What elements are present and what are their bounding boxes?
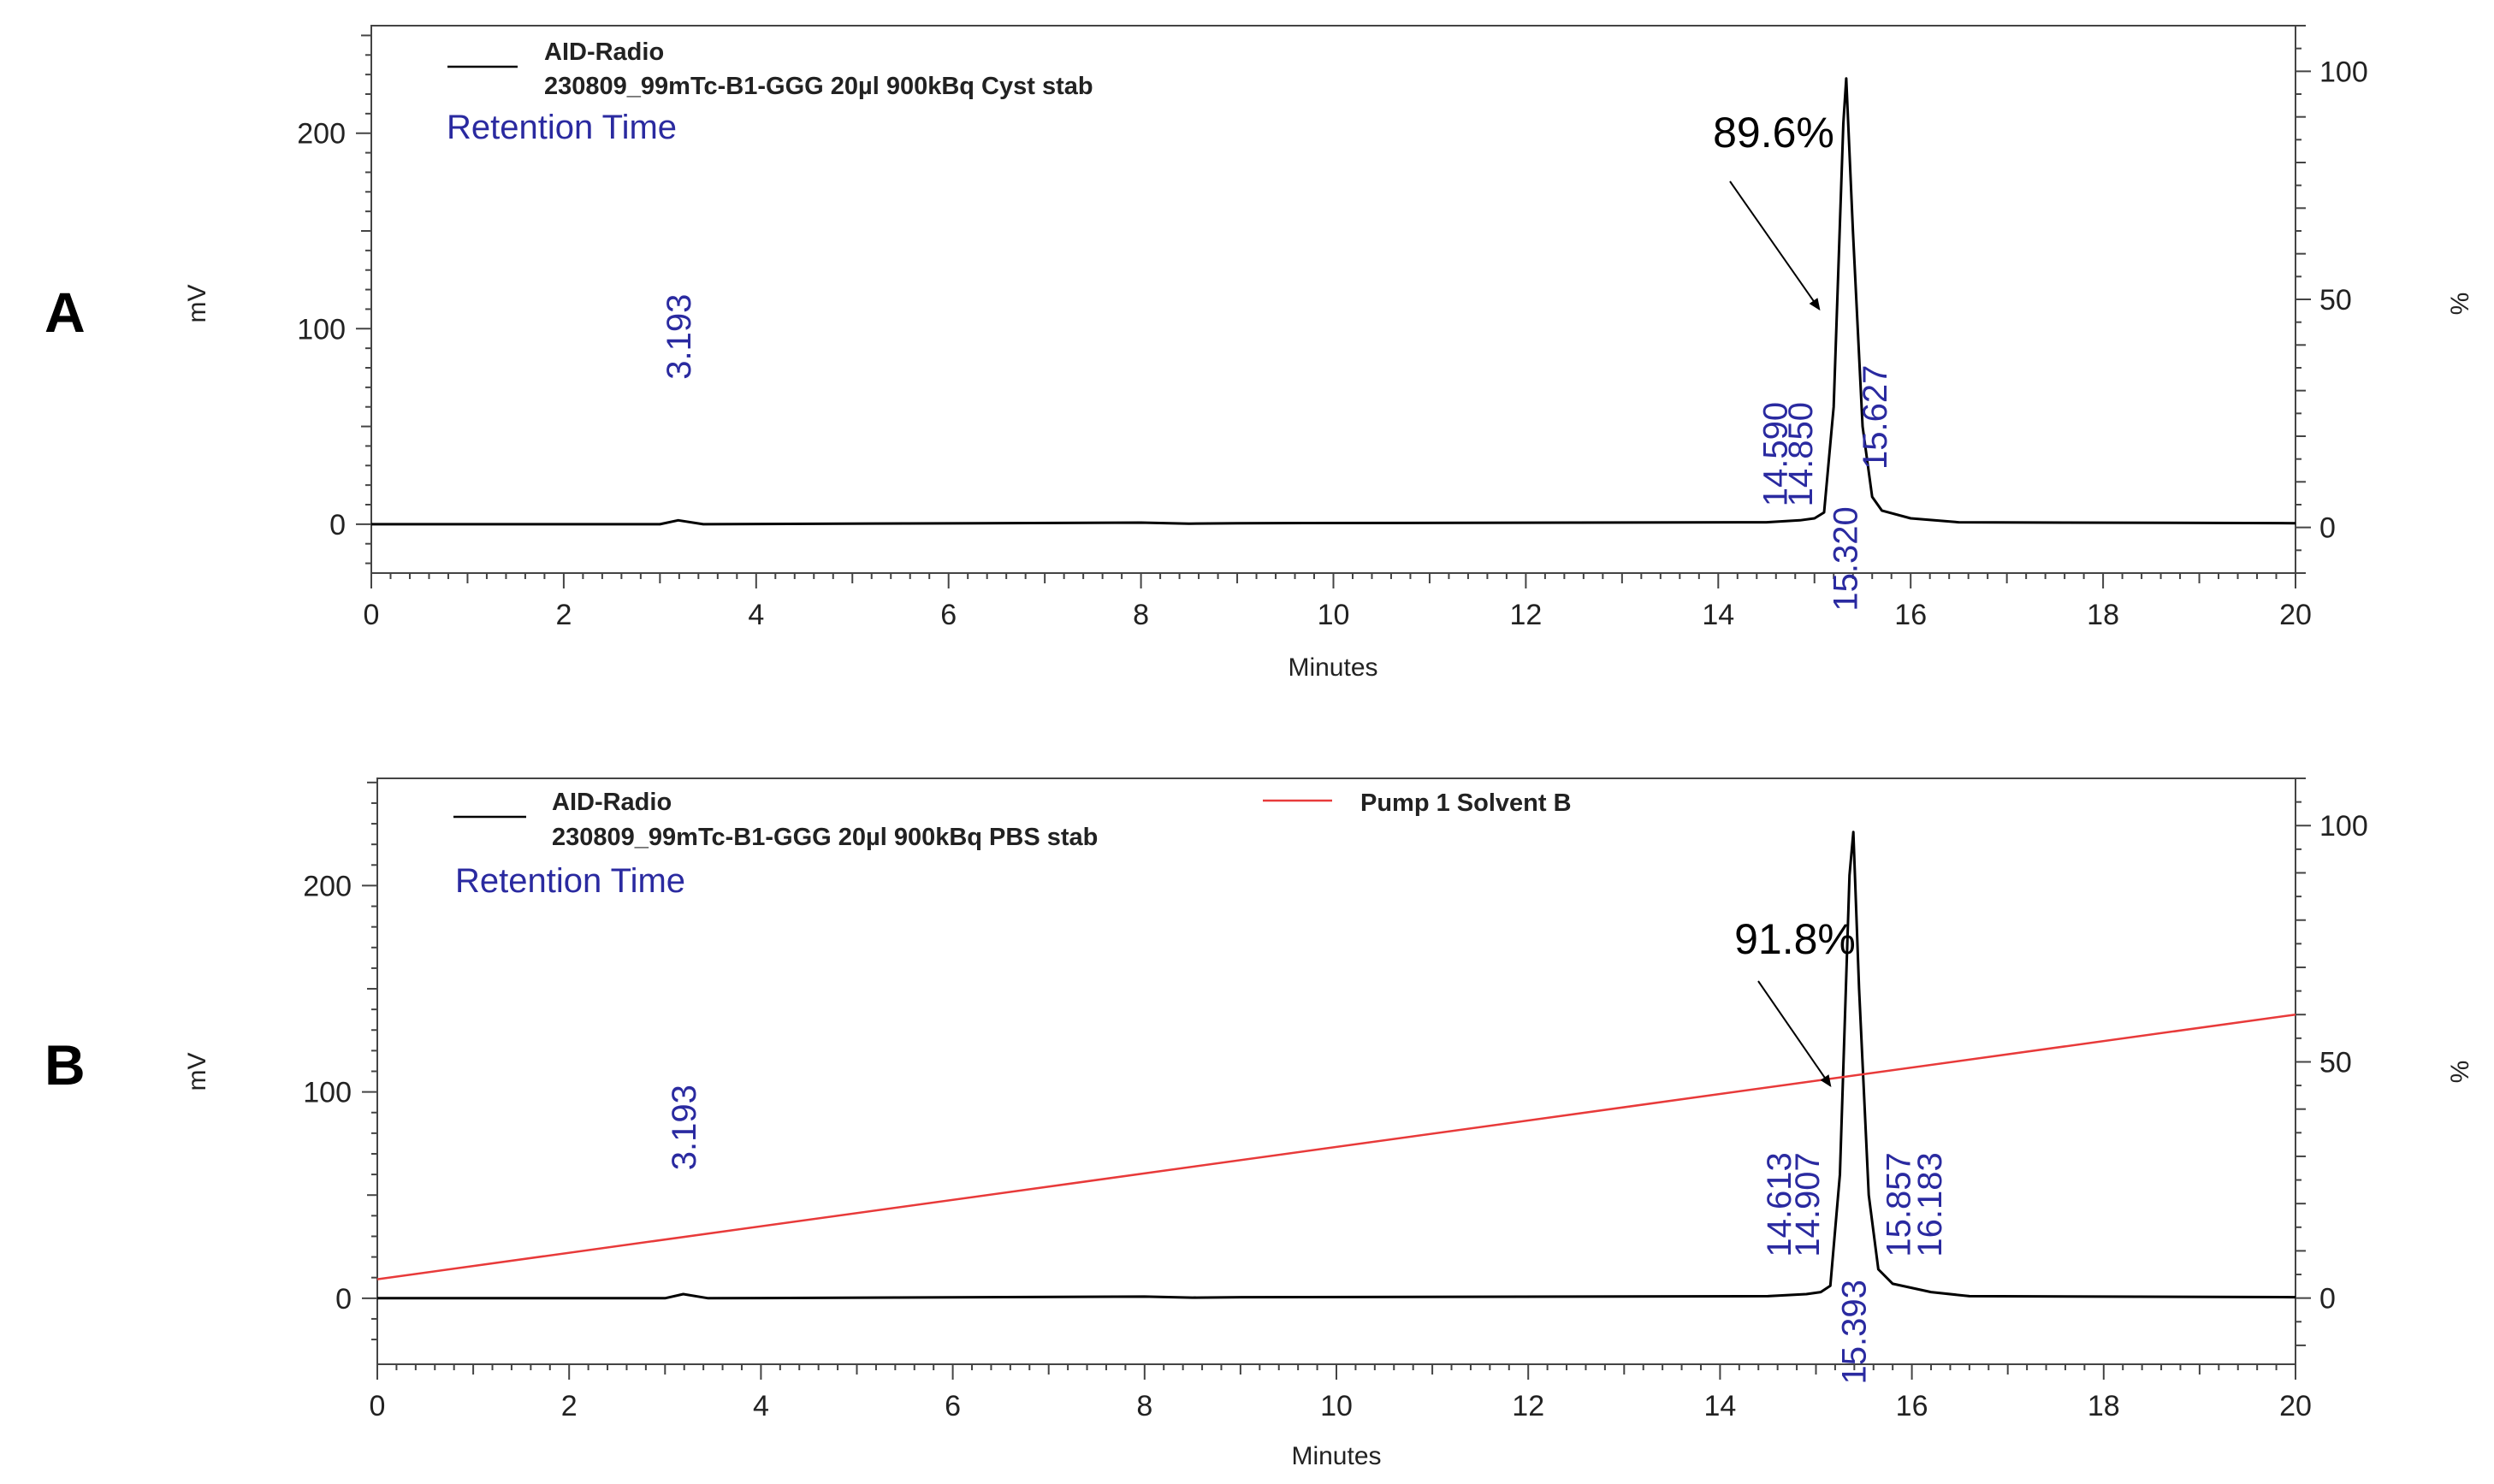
- peak-retention-label: 14.613: [1761, 1152, 1798, 1256]
- x-tick-label: 20: [2279, 1390, 2312, 1422]
- x-tick-label: 0: [370, 1390, 386, 1422]
- purity-annotation: 89.6%: [1713, 109, 1834, 157]
- peak-retention-label: 14.907: [1789, 1152, 1827, 1256]
- y-right-tick-label: 50: [2319, 284, 2352, 316]
- x-axis-label: Minutes: [1288, 653, 1377, 682]
- x-tick-label: 2: [561, 1390, 578, 1422]
- peak-retention-label: 3.193: [666, 1085, 703, 1170]
- chart-panel-b: B 0 2 4 6 8 10 12 14 16 18 20 Minutes 0 100 200 mV 0 50 100…: [44, 777, 2474, 1470]
- legend: AID-Radio 230809_99mTc-B1-GGG 20µl 900kBq…: [447, 38, 1093, 100]
- peak-retention-label: 15.857: [1881, 1152, 1918, 1256]
- y-right-tick-label: 0: [2319, 1283, 2336, 1315]
- x-tick-label: 10: [1320, 1390, 1353, 1422]
- legend-series-name: AID-Radio: [552, 789, 672, 816]
- x-tick-label: 18: [2087, 599, 2119, 631]
- peak-retention-label: 15.320: [1828, 506, 1865, 611]
- y-left-axis-label: mV: [183, 1053, 211, 1091]
- y-right-tick-label: 100: [2319, 810, 2368, 843]
- x-tick-label: 12: [1512, 1390, 1544, 1422]
- peak-retention-label: 14.850: [1782, 402, 1820, 506]
- y-axis-left: 0 100 200: [297, 34, 371, 565]
- peak-retention-label: 14.590: [1757, 402, 1795, 506]
- y-left-tick-label: 100: [303, 1077, 352, 1109]
- retention-time-label: Retention Time: [447, 109, 677, 146]
- x-tick-label: 14: [1703, 1390, 1736, 1422]
- y-left-axis-label: mV: [183, 285, 211, 323]
- x-tick-label: 2: [555, 599, 572, 631]
- x-axis: 0 2 4 6 8 10 12 14 16 18 20: [370, 1364, 2312, 1422]
- legend: AID-Radio 230809_99mTc-B1-GGG 20µl 900kBq…: [453, 789, 1572, 851]
- legend-series-detail: 230809_99mTc-B1-GGG 20µl 900kBq Cyst sta…: [544, 73, 1093, 100]
- x-axis-label: Minutes: [1291, 1442, 1381, 1470]
- x-tick-label: 16: [1896, 1390, 1928, 1422]
- panel-label: A: [44, 281, 86, 344]
- legend-series-detail: 230809_99mTc-B1-GGG 20µl 900kBq PBS stab: [552, 824, 1098, 851]
- y-right-tick-label: 50: [2319, 1046, 2352, 1079]
- retention-time-label: Retention Time: [455, 862, 685, 900]
- x-tick-label: 16: [1894, 599, 1927, 631]
- x-tick-label: 8: [1136, 1390, 1152, 1422]
- series-line-aid-radio: [377, 831, 2296, 1300]
- x-tick-label: 4: [748, 599, 764, 631]
- y-left-tick-label: 0: [329, 509, 346, 541]
- peak-retention-label: 16.183: [1911, 1152, 1949, 1256]
- y-right-axis-label: %: [2446, 1061, 2474, 1084]
- x-tick-label: 10: [1318, 599, 1350, 631]
- x-tick-label: 6: [940, 599, 957, 631]
- annotation-arrow: [1729, 180, 1821, 311]
- y-left-tick-label: 100: [297, 313, 346, 346]
- chart-panel-a: A 0 2 4 6 8 10 12 14 16 18 20 Minutes 0 100 200 mV 0 50 100…: [44, 25, 2474, 682]
- y-right-axis-label: %: [2446, 293, 2474, 316]
- y-axis-right: 0 50 100: [2296, 777, 2368, 1346]
- y-left-tick-label: 0: [335, 1283, 352, 1315]
- y-left-tick-label: 200: [297, 118, 346, 151]
- legend-series-name: Pump 1 Solvent B: [1360, 789, 1572, 817]
- x-tick-label: 14: [1702, 599, 1734, 631]
- x-tick-label: 12: [1509, 599, 1542, 631]
- annotation-arrow: [1757, 980, 1832, 1088]
- series-line-pump-1-solvent-b: [376, 1013, 2296, 1280]
- x-tick-label: 20: [2279, 599, 2312, 631]
- y-axis-right: 0 50 100: [2296, 25, 2368, 574]
- peak-retention-label: 15.393: [1836, 1280, 1874, 1384]
- series-line-aid-radio: [371, 77, 2296, 526]
- x-tick-label: 8: [1133, 599, 1149, 631]
- y-axis-left: 0 100 200: [303, 781, 377, 1341]
- peak-retention-label: 3.193: [661, 294, 698, 380]
- legend-series-name: AID-Radio: [544, 38, 664, 66]
- y-right-tick-label: 100: [2319, 56, 2368, 88]
- panel-label: B: [44, 1033, 86, 1097]
- purity-annotation: 91.8%: [1734, 915, 1856, 963]
- x-tick-label: 4: [753, 1390, 769, 1422]
- y-left-tick-label: 200: [303, 870, 352, 902]
- x-tick-label: 0: [364, 599, 380, 631]
- peak-retention-label: 15.627: [1857, 365, 1894, 470]
- x-tick-label: 6: [945, 1390, 961, 1422]
- x-axis: 0 2 4 6 8 10 12 14 16 18 20: [364, 573, 2312, 631]
- y-right-tick-label: 0: [2319, 512, 2336, 545]
- x-tick-label: 18: [2088, 1390, 2120, 1422]
